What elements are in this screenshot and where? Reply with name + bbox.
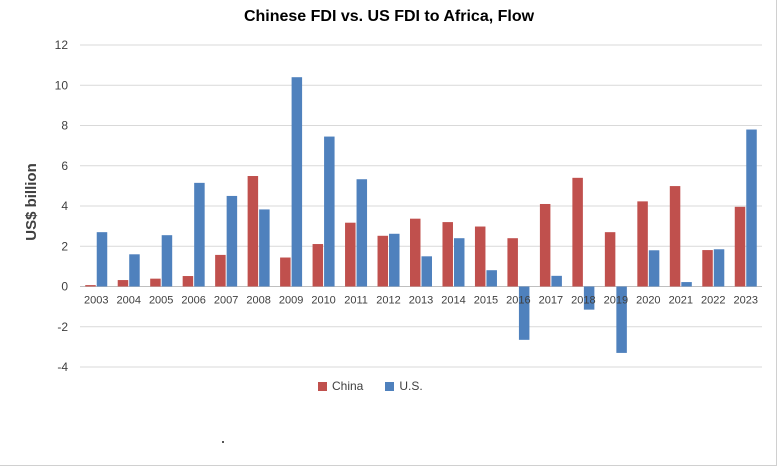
bar-us-2007 <box>226 195 238 287</box>
y-tick-label: 4 <box>61 199 68 213</box>
bar-china-2018 <box>572 177 583 287</box>
x-tick-label: 2020 <box>636 295 660 307</box>
legend-item-china: China <box>318 379 363 393</box>
y-tick-labels: -4 -2 0 2 4 6 8 10 12 <box>55 38 69 374</box>
bar-us-2010 <box>324 136 335 287</box>
bar-us-2020 <box>648 250 660 287</box>
bar-china-2014 <box>442 222 453 287</box>
bar-us-2016 <box>518 286 530 340</box>
bar-us-2003 <box>96 232 108 287</box>
x-tick-label: 2018 <box>571 295 595 307</box>
bar-us-2008 <box>259 209 270 287</box>
bar-china-2010 <box>312 244 324 287</box>
x-tick-label: 2022 <box>701 295 725 307</box>
bar-china-2017 <box>539 203 551 287</box>
bar-us-2017 <box>551 275 562 287</box>
bar-china-2008 <box>247 176 259 287</box>
x-tick-label: 2009 <box>279 295 303 307</box>
x-tick-label: 2006 <box>181 295 205 307</box>
stray-mark <box>222 441 224 443</box>
y-tick-label: 12 <box>55 38 69 52</box>
legend-label-us: U.S. <box>399 379 423 393</box>
chart-title: Chinese FDI vs. US FDI to Africa, Flow <box>243 8 535 25</box>
bar-china-2015 <box>474 226 486 287</box>
bar-china-2019 <box>604 232 616 287</box>
x-tick-label: 2005 <box>149 295 173 307</box>
bar-china-2020 <box>637 201 648 287</box>
bar-china-2016 <box>507 238 518 287</box>
bar-china-2013 <box>410 218 421 287</box>
x-tick-label: 2017 <box>539 295 563 307</box>
bar-china-2006 <box>182 276 194 287</box>
bar-us-2021 <box>681 282 692 287</box>
legend-label-china: China <box>332 379 364 393</box>
bar-us-2015 <box>486 270 497 287</box>
x-tick-label: 2008 <box>246 295 270 307</box>
x-tick-label: 2014 <box>441 295 465 307</box>
bar-us-2018 <box>583 286 595 310</box>
x-tick-label: 2015 <box>474 295 498 307</box>
x-tick-label: 2012 <box>376 295 400 307</box>
bar-china-2012 <box>377 235 389 287</box>
bar-china-2005 <box>150 278 161 287</box>
bar-china-2009 <box>280 257 291 287</box>
y-tick-label: -2 <box>57 320 68 334</box>
bar-us-2009 <box>291 77 303 287</box>
x-tick-label: 2007 <box>214 295 238 307</box>
bars <box>85 77 757 353</box>
x-tick-label: 2023 <box>734 295 758 307</box>
x-tick-label: 2010 <box>311 295 335 307</box>
x-tick-label: 2019 <box>604 295 628 307</box>
bar-us-2005 <box>161 235 173 287</box>
bar-us-2022 <box>713 249 725 287</box>
legend-item-us: U.S. <box>385 379 423 393</box>
bar-us-2019 <box>616 286 627 353</box>
x-tick-label: 2011 <box>344 295 368 307</box>
y-tick-label: 6 <box>61 159 68 173</box>
y-tick-label: 2 <box>61 239 68 253</box>
x-tick-labels: 2003 2004 2005 2006 2007 2008 2009 2010 2011 2012… <box>84 295 758 307</box>
y-tick-label: 10 <box>55 78 69 92</box>
bar-us-2004 <box>129 254 140 287</box>
bar-china-2023 <box>734 206 746 287</box>
bar-us-2011 <box>356 179 368 287</box>
x-tick-label: 2003 <box>84 295 108 307</box>
y-tick-label: 0 <box>61 280 68 294</box>
y-tick-label: -4 <box>57 360 68 374</box>
x-tick-label: 2013 <box>409 295 433 307</box>
y-tick-label: 8 <box>61 119 68 133</box>
bar-us-2013 <box>421 256 432 287</box>
bar-china-2022 <box>702 250 713 287</box>
legend-swatch-china <box>318 381 327 391</box>
x-tick-label: 2004 <box>116 295 140 307</box>
x-tick-label: 2016 <box>506 295 530 307</box>
legend: China U.S. <box>318 379 445 393</box>
bar-china-2011 <box>345 222 356 287</box>
bar-china-2004 <box>117 280 129 287</box>
bar-us-2023 <box>746 129 757 287</box>
legend-swatch-us <box>385 381 395 391</box>
bar-china-2007 <box>215 254 226 287</box>
gridlines <box>80 44 762 368</box>
x-tick-label: 2021 <box>669 295 693 307</box>
bar-us-2006 <box>194 182 205 287</box>
bar-us-2014 <box>453 238 465 287</box>
bar-us-2012 <box>389 233 400 287</box>
bar-china-2021 <box>669 186 681 287</box>
bar-china-2003 <box>85 285 96 287</box>
